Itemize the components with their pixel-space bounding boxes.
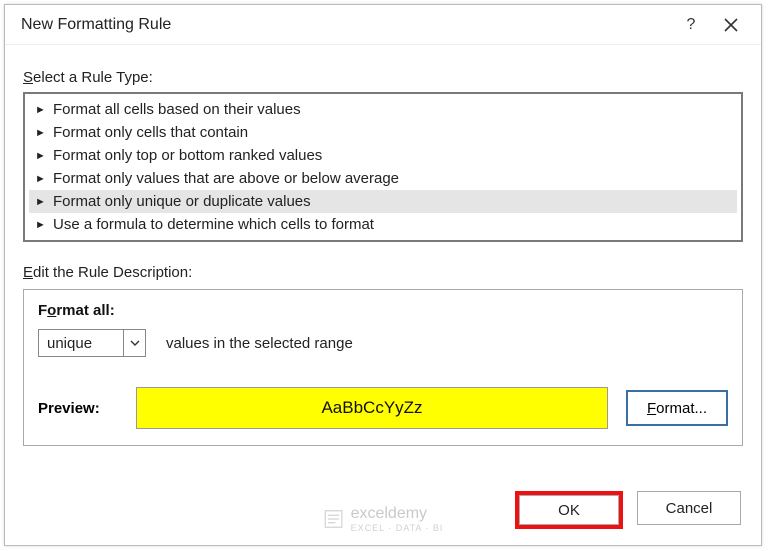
rule-type-list[interactable]: ►Format all cells based on their values … [23, 92, 743, 242]
help-button[interactable]: ? [671, 10, 711, 40]
format-all-row: unique values in the selected range [38, 329, 728, 357]
rule-item-label: Format only cells that contain [53, 124, 248, 141]
preview-label: Preview: [38, 400, 118, 417]
preview-sample: AaBbCcYyZz [136, 387, 608, 429]
watermark-icon [323, 508, 345, 530]
preview-row: Preview: AaBbCcYyZz Format... [38, 387, 728, 429]
rule-item-label: Format only values that are above or bel… [53, 170, 399, 187]
rule-item-3[interactable]: ► Format only values that are above or be… [29, 167, 737, 190]
format-button[interactable]: Format... [626, 390, 728, 426]
dialog-footer: OK Cancel [515, 491, 741, 529]
rule-item-label: Format only top or bottom ranked values [53, 147, 322, 164]
rule-item-0[interactable]: ► Format all cells based on their values [29, 98, 737, 121]
watermark: exceldemy EXCEL · DATA · BI [323, 505, 444, 533]
values-range-text: values in the selected range [166, 335, 353, 352]
select-rule-label: Select a Rule Type: [23, 69, 743, 86]
edit-description-box: Format all: unique values in the selecte… [23, 289, 743, 446]
chevron-down-icon [123, 330, 145, 356]
rule-item-2[interactable]: ► Format only top or bottom ranked values [29, 144, 737, 167]
rule-item-label: Format all cells based on their values [53, 101, 301, 118]
close-button[interactable] [711, 10, 751, 40]
rule-item-label: Format only unique or duplicate values [53, 193, 311, 210]
ok-highlight: OK [515, 491, 623, 529]
arrow-icon: ► [35, 127, 47, 139]
combo-value: unique [39, 335, 123, 352]
arrow-icon: ► [35, 104, 47, 116]
arrow-icon: ► [35, 150, 47, 162]
edit-description-section: Edit the Rule Description: Format all: u… [23, 264, 743, 446]
cancel-button[interactable]: Cancel [637, 491, 741, 525]
dialog-content: Select a Rule Type: ► Format all cells ba… [5, 45, 761, 462]
format-all-label: Format all: [38, 302, 728, 319]
title-bar: New Formatting Rule ? [5, 5, 761, 45]
arrow-icon: ► [35, 219, 47, 231]
rule-item-4[interactable]: ► Format only unique or duplicate values [29, 190, 737, 213]
edit-description-label: Edit the Rule Description: [23, 264, 743, 281]
rule-item-5[interactable]: ► Use a formula to determine which cells … [29, 213, 737, 236]
close-icon [724, 18, 738, 32]
ok-button[interactable]: OK [519, 495, 619, 525]
rule-item-1[interactable]: ► Format only cells that contain [29, 121, 737, 144]
new-formatting-rule-dialog: New Formatting Rule ? Select a Rule Type… [4, 4, 762, 546]
arrow-icon: ► [35, 196, 47, 208]
dialog-title: New Formatting Rule [21, 16, 671, 34]
unique-duplicate-combo[interactable]: unique [38, 329, 146, 357]
watermark-text: exceldemy EXCEL · DATA · BI [351, 505, 444, 533]
arrow-icon: ► [35, 173, 47, 185]
rule-item-label: Use a formula to determine which cells t… [53, 216, 374, 233]
